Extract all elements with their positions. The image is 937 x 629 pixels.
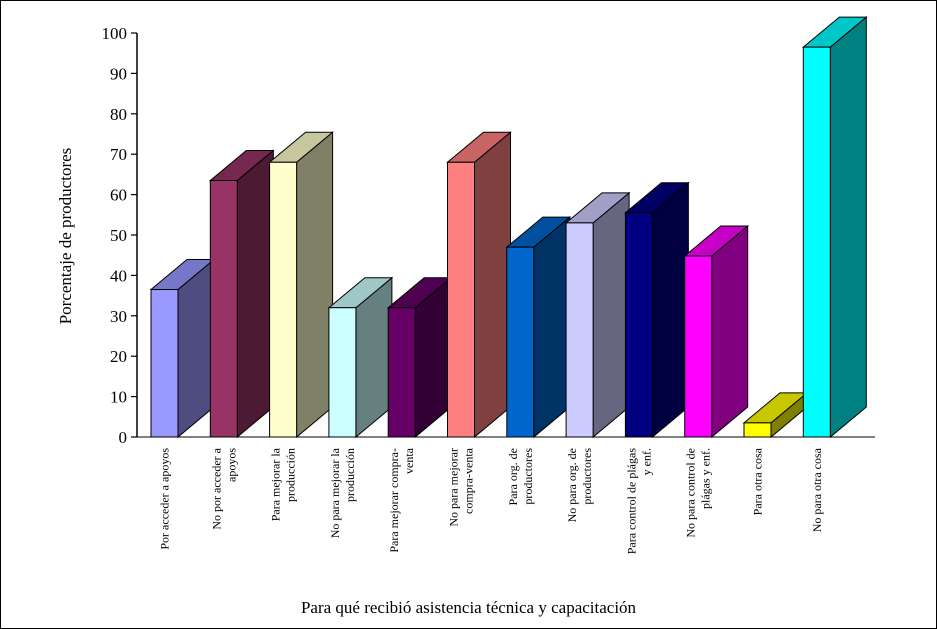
x-tick-label: No por acceder a	[209, 447, 223, 529]
x-tick-label: producción	[343, 448, 357, 502]
x-tick-label: Por acceder a apoyos	[158, 448, 172, 550]
x-tick-label: No para control de	[684, 448, 698, 538]
x-tick-label: No para mejorar la	[328, 447, 342, 538]
y-tick-label: 10	[110, 388, 127, 407]
x-tick-label: apoyos	[224, 448, 238, 482]
x-tick-label: Para otra cosa	[751, 447, 765, 515]
y-tick-label: 60	[110, 186, 127, 205]
x-tick-label: productores	[521, 448, 535, 505]
bar	[386, 276, 453, 439]
bar	[446, 131, 512, 439]
y-axis-title: Porcentaje de productores	[56, 147, 75, 325]
bar	[624, 181, 690, 439]
bar-front-face	[684, 255, 713, 438]
y-tick-label: 50	[110, 226, 127, 245]
x-tick-label: Para mejorar compra-	[387, 448, 401, 553]
bar-side-face	[651, 181, 689, 439]
bar-side-face	[296, 131, 334, 439]
bar-side-face	[711, 224, 749, 439]
x-tick-label: Para mejorar la	[269, 447, 283, 521]
bar	[208, 149, 275, 439]
x-tick-label: productores	[580, 448, 594, 505]
x-tick-label: producción	[284, 448, 298, 502]
bar-front-face	[328, 307, 357, 438]
x-axis-title: Para qué recibió asistencia técnica y ca…	[300, 598, 637, 617]
bar-side-face	[236, 149, 274, 439]
bar-front-face	[802, 46, 831, 438]
bar	[268, 131, 334, 439]
x-tick-label: Para control de plágas	[624, 448, 638, 555]
x-tick-label: No para org. de	[565, 448, 579, 522]
bar-side-face	[177, 258, 215, 439]
bar	[742, 391, 809, 439]
y-tick-label: 0	[119, 428, 128, 447]
x-tick-label: compra-venta	[462, 447, 476, 514]
bar-side-face	[474, 131, 511, 439]
y-tick-label: 100	[102, 24, 128, 43]
y-tick-label: 30	[110, 307, 127, 326]
x-tick-label: y enf.	[639, 448, 653, 475]
bar	[505, 216, 572, 439]
bar-front-face	[506, 246, 535, 438]
y-tick-label: 40	[110, 266, 127, 285]
bar-front-face	[743, 422, 772, 438]
bar-side-face	[533, 216, 571, 439]
bar-front-face	[269, 161, 298, 438]
y-tick-label: 20	[110, 347, 127, 366]
bar	[801, 16, 868, 439]
x-tick-label: venta	[402, 447, 416, 474]
bar	[564, 191, 631, 439]
bar-side-face	[592, 191, 630, 439]
y-tick-label: 70	[110, 145, 127, 164]
x-tick-label: Para org. de	[506, 448, 520, 505]
bar	[683, 224, 750, 439]
bar-front-face	[447, 161, 475, 438]
x-tick-label: plágas y enf.	[699, 448, 713, 509]
x-tick-label: No para otra cosa	[810, 447, 824, 532]
x-tick-label: No para mejorar	[447, 448, 461, 527]
bar-side-face	[829, 16, 867, 439]
bar-front-face	[209, 179, 238, 438]
bar	[149, 258, 216, 439]
bar-front-face	[150, 289, 179, 438]
y-tick-label: 80	[110, 105, 127, 124]
bar-front-face	[624, 212, 653, 438]
bar	[327, 276, 394, 439]
bar-front-face	[387, 307, 416, 438]
y-tick-label: 90	[110, 64, 127, 83]
bar-front-face	[565, 222, 594, 438]
